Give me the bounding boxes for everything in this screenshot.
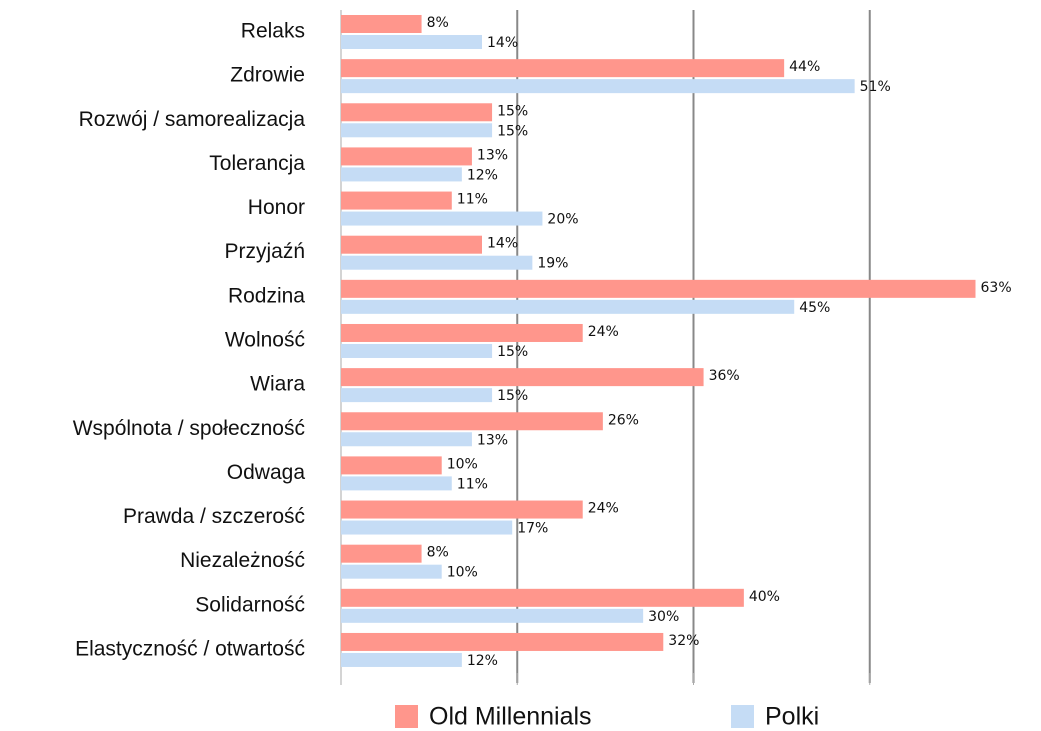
value-label: 30%: [648, 609, 679, 625]
category-label: Wspólnota / społeczność: [73, 417, 305, 440]
bar: [341, 412, 603, 431]
bar: [341, 147, 472, 166]
value-label: 12%: [467, 167, 498, 183]
bar: [341, 79, 855, 94]
category-label: Prawda / szczerość: [123, 505, 305, 528]
bar: [341, 299, 795, 314]
value-label: 15%: [497, 388, 528, 404]
value-label: 10%: [447, 456, 478, 472]
bar: [341, 588, 744, 607]
bar: [341, 279, 976, 298]
bar: [341, 608, 644, 623]
legend-label: Polki: [765, 703, 819, 731]
bar: [341, 167, 462, 182]
category-label: Rodzina: [228, 284, 305, 307]
value-label: 11%: [457, 192, 488, 208]
bar: [341, 632, 664, 651]
value-label: 24%: [588, 501, 619, 517]
bar: [341, 235, 482, 254]
bar: [341, 103, 493, 122]
value-label: 14%: [487, 236, 518, 252]
value-label: 13%: [477, 432, 508, 448]
value-label: 45%: [799, 300, 830, 316]
bar: [341, 432, 472, 447]
bar: [341, 123, 493, 138]
category-label: Solidarność: [195, 593, 305, 616]
value-label: 19%: [537, 256, 568, 272]
value-label: 10%: [447, 565, 478, 581]
value-label: 12%: [467, 653, 498, 669]
value-label: 24%: [588, 324, 619, 340]
bar: [341, 652, 462, 667]
bar: [341, 500, 583, 519]
bar: [341, 476, 452, 491]
value-label: 11%: [457, 476, 488, 492]
category-label: Rozwój / samorealizacja: [79, 108, 306, 131]
value-label: 26%: [608, 412, 639, 428]
value-label: 51%: [860, 79, 891, 95]
bar: [341, 544, 422, 563]
value-label: 8%: [427, 15, 449, 31]
category-label: Przyjaźń: [224, 240, 305, 263]
bar: [341, 15, 422, 33]
value-label: 44%: [789, 59, 820, 75]
category-label: Relaks: [241, 20, 305, 43]
category-label: Wiara: [250, 373, 305, 396]
bar: [341, 191, 452, 210]
bar: [341, 388, 493, 403]
legend-swatch: [731, 705, 754, 728]
bar: [341, 456, 442, 475]
value-label: 13%: [477, 147, 508, 163]
value-label: 15%: [497, 344, 528, 360]
value-label: 20%: [547, 212, 578, 228]
category-label: Elastyczność / otwartość: [75, 638, 305, 661]
value-label: 40%: [749, 589, 780, 605]
value-label: 8%: [427, 545, 449, 561]
bar: [341, 343, 493, 358]
value-label: 17%: [517, 521, 548, 537]
category-label: Wolność: [225, 329, 305, 352]
legend-swatch: [395, 705, 418, 728]
bar: [341, 368, 704, 387]
category-label: Zdrowie: [230, 64, 305, 87]
value-label: 36%: [709, 368, 740, 384]
value-label: 15%: [497, 103, 528, 119]
category-label: Odwaga: [227, 461, 306, 484]
value-label: 63%: [981, 280, 1012, 296]
bar: [341, 35, 482, 49]
bar: [341, 564, 442, 579]
bar: [341, 255, 533, 270]
bar: [341, 520, 513, 535]
value-label: 15%: [497, 123, 528, 139]
value-label: 32%: [668, 633, 699, 649]
category-label: Tolerancja: [209, 152, 305, 175]
value-label: 14%: [487, 35, 518, 51]
category-label: Honor: [248, 196, 305, 219]
bar: [341, 211, 543, 226]
legend-label: Old Millennials: [429, 703, 592, 731]
bar: [341, 59, 785, 78]
bar: [341, 323, 583, 342]
category-label: Niezależność: [180, 549, 305, 572]
